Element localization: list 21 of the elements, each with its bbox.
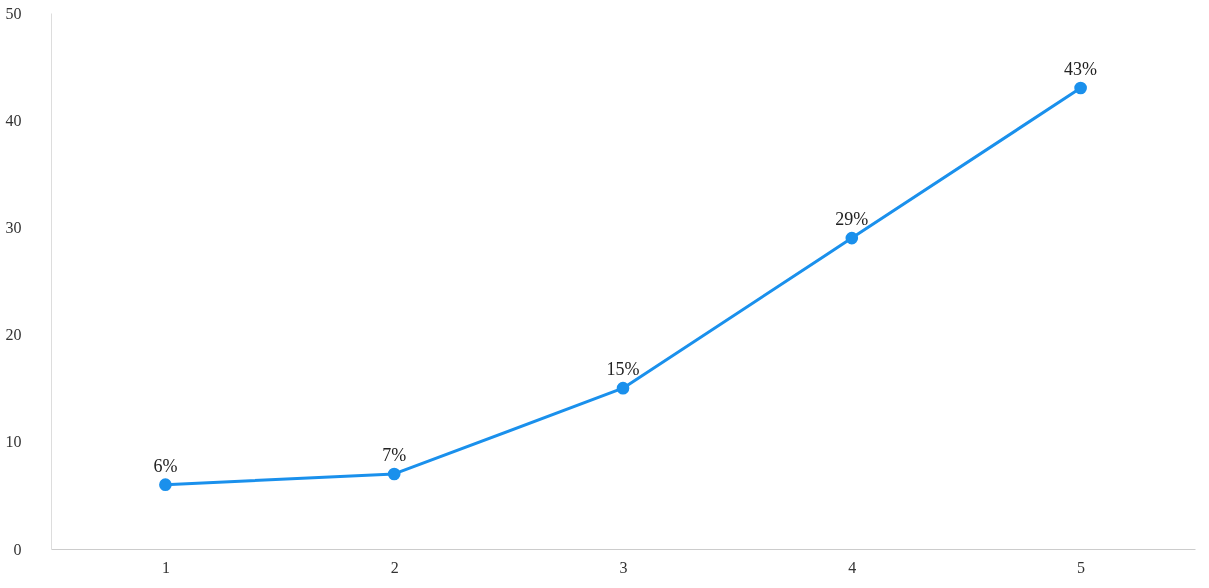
point [845, 231, 859, 245]
x-tick-label: 4 [848, 558, 857, 576]
point [387, 467, 401, 481]
data-label: 15% [606, 359, 640, 380]
y-tick-label: 0 [13, 540, 22, 558]
y-tick-label: 40 [5, 111, 22, 129]
data-label: 43% [1064, 59, 1098, 80]
x-tick-label: 5 [1077, 558, 1086, 576]
data-label: 7% [382, 444, 407, 465]
y-tick-label: 10 [5, 433, 22, 451]
data-label: 29% [835, 209, 869, 230]
y-tick-label: 50 [5, 4, 22, 22]
x-tick-label: 2 [390, 558, 399, 576]
x-tick-label: 1 [161, 558, 170, 576]
y-tick-label: 30 [5, 218, 22, 236]
point [159, 478, 172, 491]
x-tick-label: 3 [619, 558, 628, 576]
y-tick-label: 20 [5, 326, 22, 344]
point [616, 381, 630, 395]
data-label: 6% [153, 455, 178, 476]
point [1074, 81, 1087, 95]
